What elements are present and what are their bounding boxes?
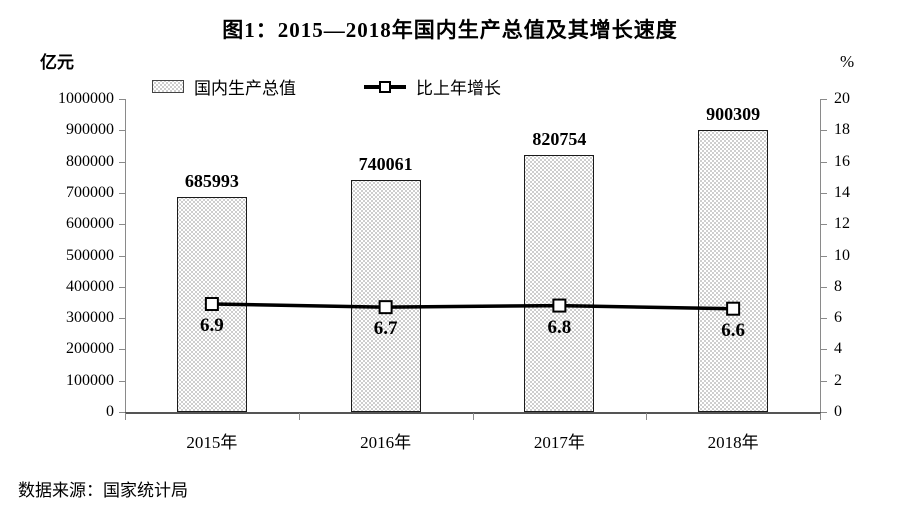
bar-2016年 bbox=[350, 180, 421, 412]
y-axis-left-tick-label: 500000 bbox=[66, 246, 114, 264]
y-axis-left-tick bbox=[119, 255, 125, 257]
y-axis-left-tick bbox=[119, 99, 125, 100]
x-axis-category-label: 2015年 bbox=[186, 433, 238, 452]
chart-title: 图1：2015—2018年国内生产总值及其增长速度 bbox=[222, 18, 678, 42]
y-axis-left-tick bbox=[119, 192, 125, 194]
y-axis-right-tick bbox=[821, 286, 827, 288]
legend-line-label: 比上年增长 bbox=[416, 79, 501, 98]
bar-value-label: 900309 bbox=[706, 104, 761, 125]
y-axis-left-tick bbox=[119, 318, 125, 320]
y-axis-left-tick-label: 100000 bbox=[66, 371, 114, 389]
y-axis-right-tick bbox=[821, 99, 827, 100]
y-axis-left-tick bbox=[119, 380, 125, 382]
x-axis-tick bbox=[472, 413, 474, 420]
y-axis-left-tick-label: 1000000 bbox=[58, 90, 114, 107]
growth-line-marker-icon bbox=[726, 301, 741, 316]
growth-value-label: 6.6 bbox=[721, 319, 745, 341]
y-axis-right-tick bbox=[821, 192, 827, 194]
y-axis-left-tick bbox=[119, 130, 125, 132]
bar-value-label: 685993 bbox=[184, 171, 239, 192]
y-axis-left-tick-label: 700000 bbox=[66, 183, 114, 201]
x-axis-tick bbox=[646, 413, 648, 420]
y-axis-right-tick-label: 12 bbox=[834, 215, 850, 233]
bar-2017年 bbox=[524, 155, 595, 412]
y-axis-left-line bbox=[125, 99, 126, 412]
y-axis-right-tick bbox=[821, 380, 827, 382]
growth-line-marker-icon bbox=[204, 297, 219, 312]
bar-value-label: 820754 bbox=[532, 129, 587, 150]
y-axis-right-tick-label: 16 bbox=[834, 152, 850, 170]
x-axis-category-label: 2016年 bbox=[360, 433, 412, 452]
legend-line-marker-icon bbox=[379, 81, 391, 93]
bar-value-label: 740061 bbox=[358, 154, 413, 175]
y-axis-right-tick bbox=[821, 412, 827, 413]
y-axis-right-line bbox=[820, 99, 821, 412]
growth-value-label: 6.7 bbox=[373, 318, 398, 340]
legend-bar-label: 国内生产总值 bbox=[194, 79, 296, 98]
x-axis-tick bbox=[298, 413, 300, 420]
legend-line-swatch-icon bbox=[364, 80, 406, 93]
y-axis-left-tick bbox=[119, 349, 125, 351]
y-axis-right-tick bbox=[821, 224, 827, 226]
y-axis-right-tick bbox=[821, 349, 827, 351]
y-axis-left-tick-label: 900000 bbox=[66, 121, 114, 139]
y-axis-right-tick-label: 18 bbox=[834, 121, 850, 139]
y-axis-right-tick-label: 14 bbox=[834, 183, 850, 201]
y-axis-right-tick-label: 8 bbox=[834, 277, 842, 295]
y-axis-left-tick bbox=[119, 161, 125, 163]
y-axis-right-tick-label: 20 bbox=[834, 90, 850, 107]
legend-bar-swatch-icon bbox=[152, 80, 184, 93]
x-axis-category-label: 2017年 bbox=[533, 433, 585, 452]
y-axis-right-tick-label: 0 bbox=[834, 403, 842, 420]
y-axis-right-tick bbox=[821, 130, 827, 132]
y-axis-left-tick-label: 200000 bbox=[66, 340, 114, 358]
growth-line-marker-icon bbox=[378, 300, 393, 315]
legend: 国内生产总值 比上年增长 bbox=[152, 74, 501, 99]
x-axis-category-label: 2018年 bbox=[707, 433, 759, 452]
y-axis-left-tick-label: 300000 bbox=[66, 309, 114, 327]
y-axis-left-tick-label: 0 bbox=[106, 403, 114, 420]
y-axis-left-tick bbox=[119, 412, 125, 413]
growth-value-label: 6.8 bbox=[547, 316, 572, 338]
bar-2018年 bbox=[698, 130, 769, 412]
y-axis-right-tick-label: 2 bbox=[834, 371, 842, 389]
y-axis-left-tick-label: 400000 bbox=[66, 277, 114, 295]
x-axis-tick bbox=[820, 413, 821, 420]
source-note: 数据来源：国家统计局 bbox=[18, 481, 188, 500]
y-axis-right-tick bbox=[821, 161, 827, 163]
y-axis-right-tick bbox=[821, 255, 827, 257]
y-axis-right-tick-label: 4 bbox=[834, 340, 842, 358]
growth-line-marker-icon bbox=[552, 298, 567, 313]
right-axis-unit-label: % bbox=[840, 52, 855, 71]
y-axis-left-tick-label: 600000 bbox=[66, 215, 114, 233]
y-axis-right-tick bbox=[821, 318, 827, 320]
y-axis-right-tick-label: 6 bbox=[834, 309, 842, 327]
y-axis-left-tick-label: 800000 bbox=[66, 152, 114, 170]
x-axis-line bbox=[125, 412, 821, 414]
y-axis-left-tick bbox=[119, 286, 125, 288]
y-axis-right-tick-label: 10 bbox=[834, 246, 850, 264]
growth-value-label: 6.9 bbox=[200, 315, 224, 336]
x-axis-tick bbox=[125, 413, 126, 420]
y-axis-left-tick bbox=[119, 224, 125, 226]
left-axis-unit-label: 亿元 bbox=[40, 53, 74, 72]
growth-line-stroke bbox=[211, 302, 734, 311]
